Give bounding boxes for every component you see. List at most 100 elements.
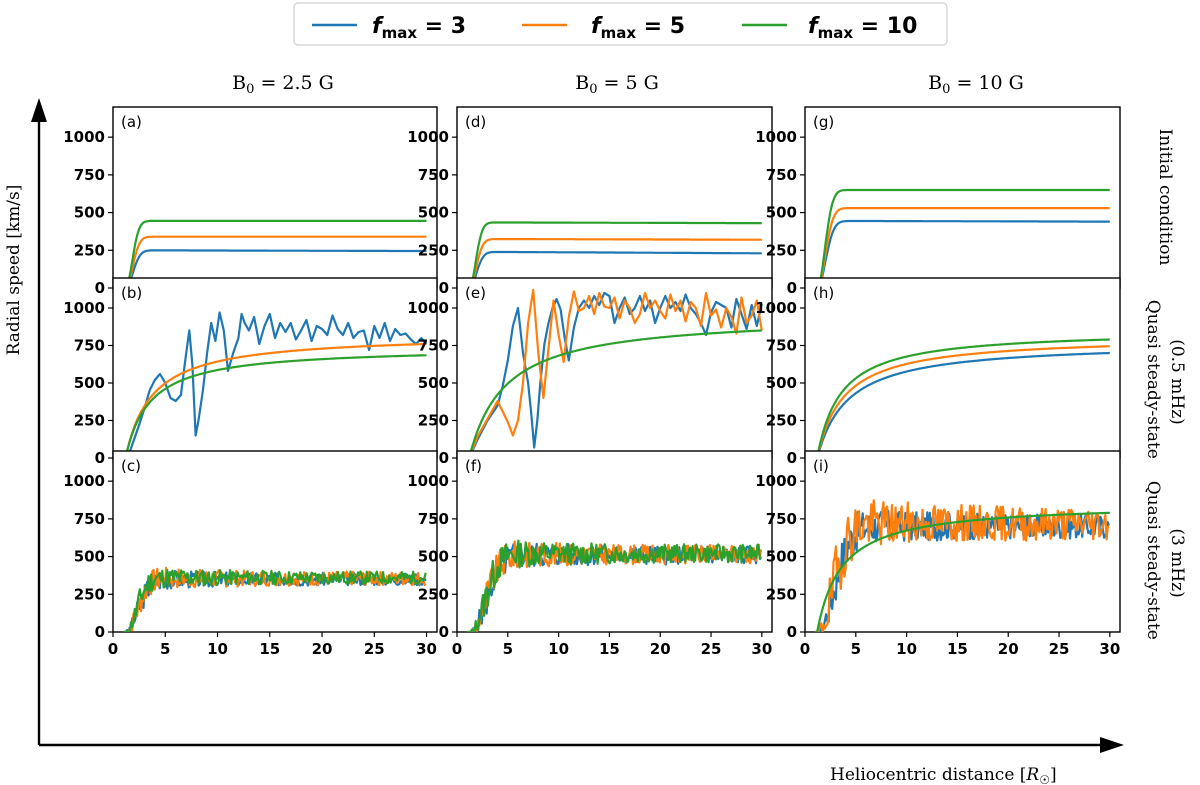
y-tick-label: 750 bbox=[766, 510, 797, 528]
y-tick-label: 250 bbox=[766, 241, 797, 259]
y-tick-label: 500 bbox=[418, 374, 449, 392]
x-tick-label: 10 bbox=[548, 640, 569, 658]
legend-value: = 5 bbox=[636, 14, 685, 39]
series-line-f10 bbox=[467, 329, 762, 458]
panel-f: 0 250 500 750 1000 0 5 10 15 20 25 30 (f) bbox=[407, 450, 773, 658]
legend-entry-f3: fmax = 3 bbox=[312, 14, 466, 42]
panel-g: 0 250 500 750 1000 (g) bbox=[755, 106, 1121, 297]
series-group bbox=[815, 188, 1110, 288]
series-line-f10 bbox=[123, 354, 427, 458]
y-tick-label: 1000 bbox=[63, 128, 105, 146]
column-title-1: B0 = 2.5 G bbox=[232, 72, 334, 97]
panel-grid: 02505007501000(a)02505007501000(d)025050… bbox=[63, 106, 1121, 658]
x-tick-label: 30 bbox=[1099, 640, 1120, 658]
y-tick-label: 250 bbox=[766, 585, 797, 603]
y-tick-label: 750 bbox=[418, 510, 449, 528]
series-group bbox=[815, 338, 1110, 458]
panel-d: 0 250 500 750 1000 (d) bbox=[407, 106, 773, 297]
series-line-f5 bbox=[815, 345, 1110, 458]
series-group bbox=[123, 219, 427, 288]
series-group bbox=[467, 539, 763, 632]
y-tick-label: 500 bbox=[418, 548, 449, 566]
x-tick-label: 0 bbox=[108, 640, 118, 658]
series-group bbox=[467, 221, 762, 288]
series-line-f5 bbox=[815, 207, 1110, 288]
panel-label: (f) bbox=[465, 457, 482, 475]
x-tick-label: 0 bbox=[800, 640, 810, 658]
legend-entry-f10: fmax = 10 bbox=[742, 14, 917, 42]
series-line-f3 bbox=[124, 311, 428, 458]
series-line-f3 bbox=[468, 291, 763, 458]
panel-frame bbox=[112, 450, 438, 633]
x-arrow-head bbox=[1100, 737, 1124, 753]
y-tick-label: 1000 bbox=[755, 128, 797, 146]
panel-frame bbox=[456, 277, 773, 459]
series-line-f10 bbox=[467, 221, 762, 288]
y-tick-label: 750 bbox=[74, 337, 105, 355]
y-tick-label: 1000 bbox=[63, 472, 105, 490]
x-tick-label: 15 bbox=[259, 640, 280, 658]
panel-frame bbox=[804, 277, 1121, 459]
y-tick-label: 500 bbox=[418, 204, 449, 222]
panel-label: (i) bbox=[813, 457, 829, 475]
x-tick-label: 20 bbox=[998, 640, 1019, 658]
row-title-1: Initial condition bbox=[1155, 129, 1175, 266]
panel-label: (a) bbox=[121, 113, 142, 131]
panel-label: (h) bbox=[813, 284, 834, 302]
y-arrow-head bbox=[31, 98, 47, 122]
x-tick-label: 30 bbox=[751, 640, 772, 658]
legend-sub: max bbox=[382, 24, 418, 42]
y-axis-title: Radial speed [km/s] bbox=[4, 185, 24, 356]
panel-frame bbox=[112, 106, 438, 289]
x-tick-label: 15 bbox=[947, 640, 968, 658]
series-group bbox=[123, 311, 428, 458]
y-tick-label: 500 bbox=[766, 548, 797, 566]
y-tick-label: 500 bbox=[74, 204, 105, 222]
y-tick-label: 250 bbox=[74, 241, 105, 259]
y-tick-label: 0 bbox=[95, 449, 105, 467]
panel-a: 0 250 500 750 1000 (a) bbox=[63, 106, 438, 297]
panel-frame bbox=[456, 106, 773, 289]
row-title-3: Quasi steady-state (3 mHz) bbox=[1143, 481, 1187, 646]
y-tick-label: 0 bbox=[787, 279, 797, 297]
series-group bbox=[815, 499, 1111, 632]
y-tick-label: 750 bbox=[74, 166, 105, 184]
x-tick-label: 30 bbox=[416, 640, 437, 658]
series-line-f10 bbox=[467, 539, 762, 632]
x-axis-title: Heliocentric distance [R☉] bbox=[830, 765, 1057, 785]
y-tick-label: 0 bbox=[439, 623, 449, 641]
x-tick-label: 20 bbox=[650, 640, 671, 658]
x-tick-label: 20 bbox=[312, 640, 333, 658]
y-tick-label: 250 bbox=[74, 585, 105, 603]
x-tick-label: 15 bbox=[599, 640, 620, 658]
y-tick-label: 1000 bbox=[407, 472, 449, 490]
y-tick-label: 1000 bbox=[407, 299, 449, 317]
series-group bbox=[123, 566, 427, 632]
panel-frame bbox=[456, 450, 773, 633]
y-tick-label: 750 bbox=[74, 510, 105, 528]
legend-prefix: f bbox=[808, 14, 820, 39]
series-line-f3 bbox=[467, 250, 762, 288]
x-tick-label: 5 bbox=[503, 640, 513, 658]
panel-c: 0 250 500 750 1000 0 5 10 15 20 25 30 (c) bbox=[63, 450, 438, 658]
x-tick-label: 25 bbox=[364, 640, 385, 658]
svg-text:fmax = 3: fmax = 3 bbox=[372, 14, 466, 42]
series-line-f5 bbox=[468, 288, 763, 458]
panel-label: (c) bbox=[121, 457, 141, 475]
series-group bbox=[467, 288, 763, 458]
svg-text:fmax = 5: fmax = 5 bbox=[591, 14, 685, 42]
y-tick-label: 250 bbox=[74, 412, 105, 430]
y-tick-label: 1000 bbox=[407, 128, 449, 146]
panel-label: (g) bbox=[813, 113, 834, 131]
panel-frame bbox=[804, 106, 1121, 289]
row-title-2: Quasi steady-state (0.5 mHz) bbox=[1143, 300, 1187, 465]
legend-value: = 3 bbox=[417, 14, 466, 39]
y-tick-label: 750 bbox=[418, 337, 449, 355]
panel-i: 0 250 500 750 1000 0 5 10 15 20 25 30 (i) bbox=[755, 450, 1121, 658]
x-tick-label: 5 bbox=[160, 640, 170, 658]
series-line-f5 bbox=[467, 238, 762, 288]
series-line-f3 bbox=[123, 249, 427, 288]
y-tick-label: 0 bbox=[95, 623, 105, 641]
column-title-3: B0 = 10 G bbox=[928, 72, 1024, 97]
